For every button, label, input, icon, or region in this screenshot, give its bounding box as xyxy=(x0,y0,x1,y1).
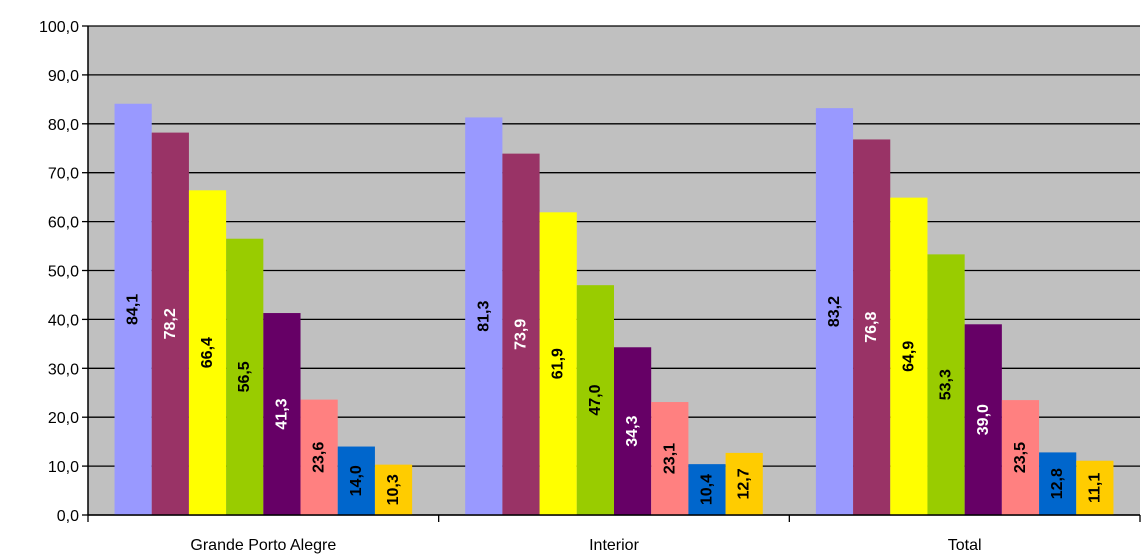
x-category-label: Grande Porto Alegre xyxy=(190,537,336,554)
bar xyxy=(890,197,928,515)
y-tick-label: 0,0 xyxy=(57,508,79,525)
y-tick-label: 80,0 xyxy=(48,117,79,134)
bar-value-label: 11,1 xyxy=(1086,473,1103,503)
bar-value-label: 66,4 xyxy=(199,337,216,368)
bar xyxy=(688,464,726,515)
y-tick-label: 60,0 xyxy=(48,215,79,232)
bar xyxy=(964,324,1002,515)
bar-value-label: 10,3 xyxy=(385,474,402,505)
bar xyxy=(337,446,375,515)
bar-value-label: 39,0 xyxy=(975,404,992,435)
bar-value-label: 61,9 xyxy=(550,348,567,379)
bar-value-label: 10,4 xyxy=(699,474,716,505)
bar-value-label: 14,0 xyxy=(348,465,365,496)
bar xyxy=(502,153,540,515)
y-tick-label: 70,0 xyxy=(48,166,79,183)
bar-value-label: 84,1 xyxy=(125,294,142,325)
bar xyxy=(576,285,614,515)
bar-value-label: 41,3 xyxy=(273,398,290,429)
bar xyxy=(263,313,301,515)
bar xyxy=(300,399,338,515)
bar-value-label: 76,8 xyxy=(863,312,880,343)
y-tick-label: 40,0 xyxy=(48,312,79,329)
bar-value-label: 12,7 xyxy=(736,468,753,499)
bar xyxy=(725,452,763,515)
bars xyxy=(114,103,1114,516)
bar xyxy=(374,464,413,515)
bar xyxy=(927,254,965,515)
bar xyxy=(1039,452,1077,515)
bar xyxy=(465,117,503,516)
bar-value-label: 53,3 xyxy=(938,369,955,400)
x-category-label: Total xyxy=(948,537,982,554)
data-labels: 84,1 78,2 66,4 56,5 41,3 23,6 14,0 10,3 81,3 73,9… xyxy=(125,294,1104,506)
bar xyxy=(1076,460,1114,515)
bar-value-label: 23,1 xyxy=(661,443,678,474)
bar xyxy=(539,212,577,515)
bar xyxy=(114,103,152,515)
bar xyxy=(226,238,264,515)
bar-value-label: 56,5 xyxy=(236,361,253,392)
bar xyxy=(1001,400,1040,515)
bar xyxy=(815,108,854,515)
bar xyxy=(151,132,189,516)
bar-value-label: 23,5 xyxy=(1012,442,1029,473)
bar-value-label: 78,2 xyxy=(162,308,179,339)
bar-value-label: 64,9 xyxy=(900,341,917,372)
bar xyxy=(853,139,891,515)
bar xyxy=(614,347,652,515)
bar-value-label: 83,2 xyxy=(826,296,843,327)
x-category-label: Interior xyxy=(589,537,639,554)
bar-value-label: 73,9 xyxy=(513,319,530,350)
bar xyxy=(188,190,227,515)
y-tick-label: 50,0 xyxy=(48,264,79,281)
bar-value-label: 47,0 xyxy=(587,384,604,415)
bar-value-label: 81,3 xyxy=(475,301,492,332)
bar-value-label: 12,8 xyxy=(1049,468,1066,499)
y-tick-label: 100,0 xyxy=(39,19,79,36)
bar-value-label: 23,6 xyxy=(311,442,328,473)
bar-value-label: 34,3 xyxy=(624,415,641,446)
y-tick-label: 90,0 xyxy=(48,68,79,85)
y-tick-label: 20,0 xyxy=(48,410,79,427)
axes: 0,0 10,0 20,0 30,0 40,0 50,0 60,0 70,0 80,0 90,0 1… xyxy=(39,19,1141,554)
y-tick-label: 30,0 xyxy=(48,361,79,378)
bar xyxy=(651,402,689,515)
y-tick-label: 10,0 xyxy=(48,459,79,476)
